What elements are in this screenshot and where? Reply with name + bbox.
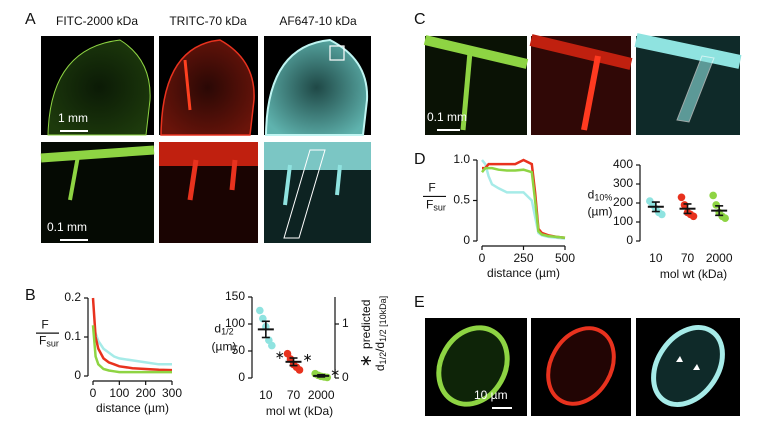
predicted-marker: ∗ [275, 348, 285, 362]
data-point [256, 306, 264, 315]
scale-bars [60, 129, 512, 409]
data-point [268, 341, 276, 350]
label-part: predicted [359, 300, 373, 349]
data-line [481, 159, 566, 240]
y-tick-label: 0 [238, 370, 245, 384]
y-tick-label: 0 [342, 370, 349, 384]
image-title: FITC-2000 kDa [56, 14, 138, 28]
data-point [677, 193, 686, 202]
y-axis-label: d10% [588, 188, 613, 203]
y-axis-label: d1/2 [214, 322, 233, 337]
x-tick-label: 2000 [706, 251, 733, 265]
data-line [481, 166, 566, 240]
image-title: AF647-10 kDa [279, 14, 357, 28]
label-part: F [426, 198, 433, 212]
panel-label: A [25, 11, 36, 28]
y-tick-label: 0 [74, 368, 81, 382]
predicted-marker: ∗ [302, 351, 312, 365]
label-part: d [588, 188, 595, 202]
x-axis-label: mol wt (kDa) [660, 267, 727, 281]
image-row-c [423, 33, 742, 135]
label-part: ∗ [358, 354, 375, 367]
data-point [658, 210, 666, 219]
y-tick-label: 100 [613, 214, 633, 228]
image-row-a1 [41, 36, 371, 136]
y-label-denominator: Fsur [426, 198, 446, 213]
x-tick-label: 100 [109, 386, 129, 400]
panel-label: C [414, 11, 426, 28]
y2-axis-label: ∗ predicted [358, 300, 375, 368]
y-tick-label: 100 [225, 316, 245, 330]
data-line [91, 325, 172, 374]
y-tick-label: 0 [463, 233, 470, 247]
x-tick-label: 250 [513, 251, 533, 265]
x-axis-label: mol wt (kDa) [266, 404, 333, 418]
label-subscript: 1/2 [10kDa] [378, 296, 388, 342]
data-point [689, 212, 698, 221]
label-part: F [39, 334, 46, 348]
data-point [712, 201, 720, 209]
y-tick-label: 1.0 [453, 152, 470, 166]
x-tick-label: 300 [162, 386, 182, 400]
label-part: /d [373, 342, 387, 352]
scale-bar-label: 10 µm [474, 388, 508, 402]
x-tick-label: 500 [555, 251, 575, 265]
x-tick-label: 70 [681, 251, 695, 265]
data-line [482, 158, 566, 240]
y-tick-label: 50 [232, 343, 246, 357]
image-title: TRITC-70 kDa [169, 14, 247, 28]
y-axis-label-unit: (µm) [212, 339, 237, 353]
label-subscript: sur [433, 203, 446, 213]
y-tick-label: 200 [613, 195, 633, 209]
data-point [295, 366, 304, 374]
data-point [680, 201, 689, 209]
y-tick-label: 0.5 [453, 193, 470, 207]
x-tick-label: 10 [259, 388, 273, 402]
predicted-marker: ∗ [330, 366, 340, 380]
label-part: d [373, 364, 387, 371]
image-row-e [425, 318, 740, 416]
x-tick-label: 0 [479, 251, 486, 265]
panel-label: B [25, 287, 36, 304]
y-axis-label-unit: (µm) [588, 204, 613, 218]
y-tick-label: 0 [626, 233, 633, 247]
scale-bar-label: 0.1 mm [427, 110, 467, 124]
label-subscript: 1/2 [221, 327, 234, 337]
x-tick-label: 70 [287, 388, 301, 402]
y-tick-label: 0.2 [64, 290, 81, 304]
panel-label: E [414, 294, 425, 311]
x-tick-label: 200 [136, 386, 156, 400]
y-label-denominator: Fsur [39, 334, 59, 349]
x-axis-label: distance (µm) [487, 266, 560, 280]
label-part: d [214, 322, 221, 336]
data-line [91, 324, 172, 366]
y-tick-label: 1 [342, 316, 349, 330]
x-tick-label: 10 [649, 251, 663, 265]
x-axis-label: distance (µm) [96, 401, 169, 415]
y2-axis-label: d1/2/d1/2 [10kDa] [373, 296, 388, 371]
y-tick-label: 0.1 [64, 329, 81, 343]
y-tick-label: 150 [225, 289, 245, 303]
label-subscript: 10% [594, 193, 612, 203]
x-tick-label: 2000 [308, 388, 335, 402]
image-row-a2 [40, 142, 371, 243]
y-label-numerator: F [428, 181, 435, 195]
data-point [709, 191, 717, 200]
panel-label: D [414, 151, 426, 168]
scale-bar-label: 1 mm [58, 111, 88, 125]
y-tick-label: 300 [613, 176, 633, 190]
data-point [721, 214, 729, 222]
x-tick-label: 0 [90, 386, 97, 400]
scale-bar-label: 0.1 mm [47, 220, 87, 234]
label-subscript: sur [46, 339, 59, 349]
y-label-numerator: F [41, 317, 48, 331]
label-subscript: 1/2 [378, 352, 388, 365]
y-tick-label: 400 [613, 157, 633, 171]
data-line [91, 297, 173, 372]
